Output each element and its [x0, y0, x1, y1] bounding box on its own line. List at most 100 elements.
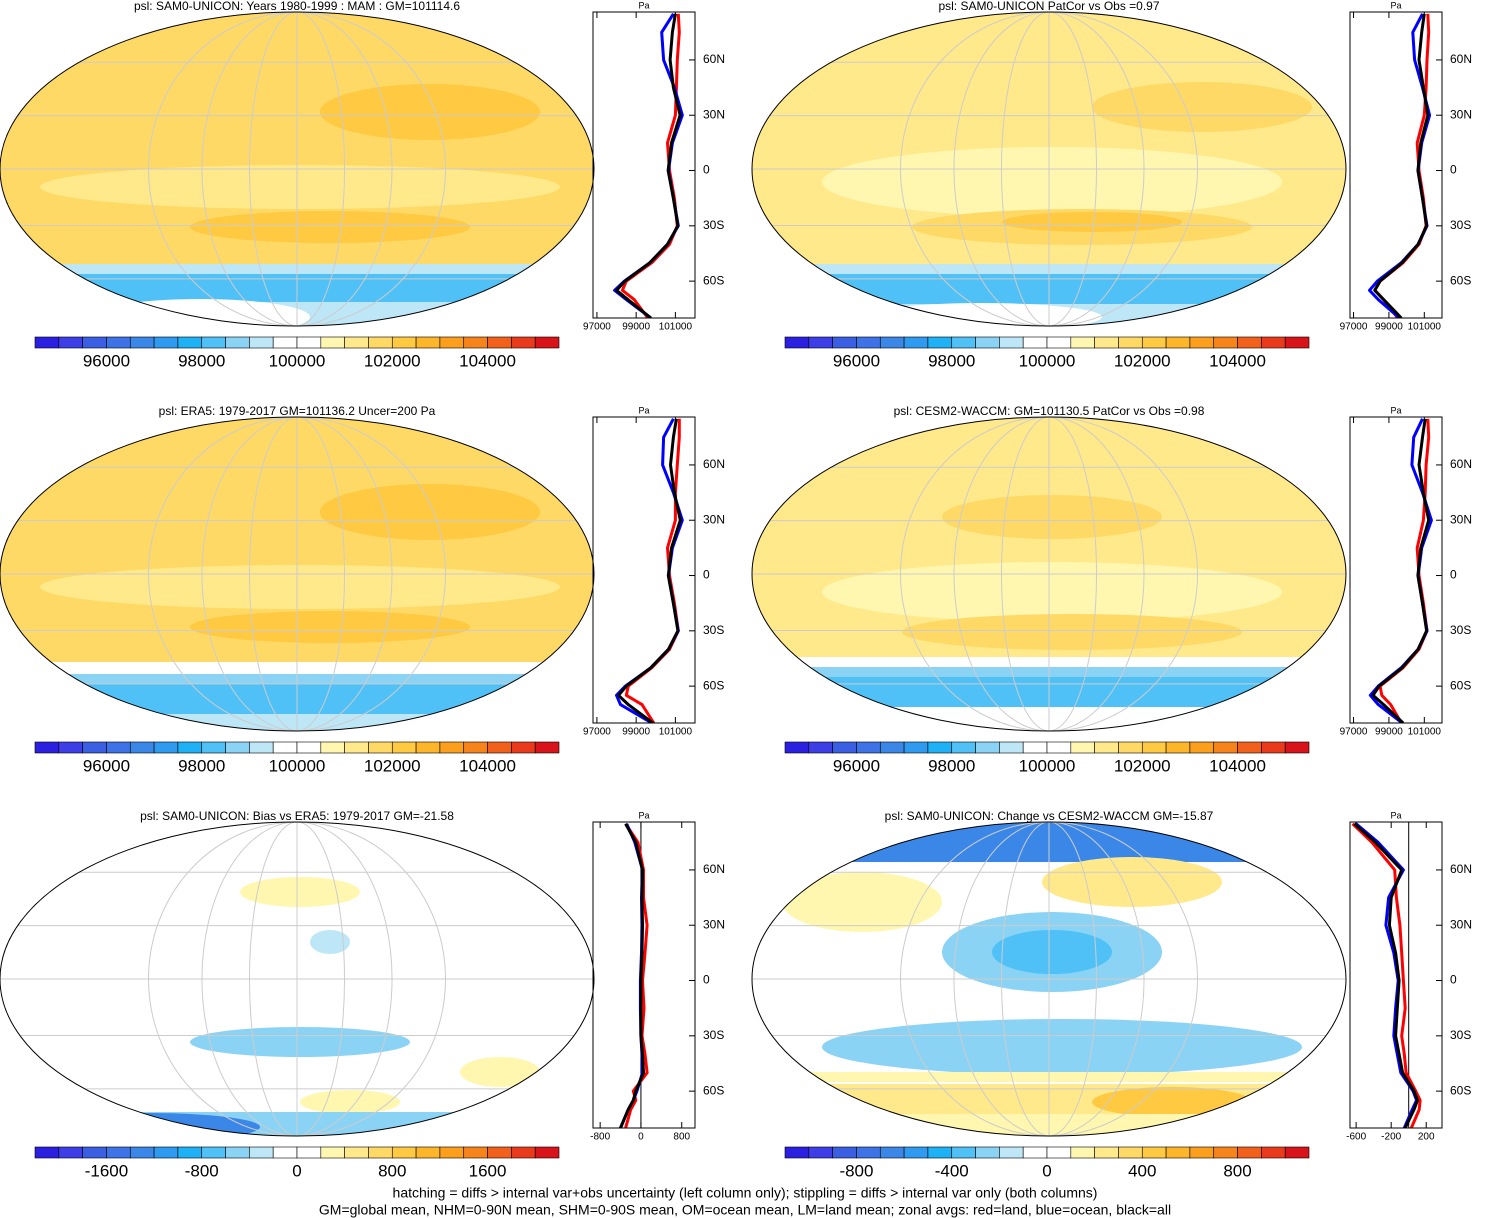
map-border	[751, 416, 1347, 732]
colorbar-cell	[391, 1146, 417, 1159]
colorbar-cell	[439, 1146, 465, 1159]
colorbar-label: 96000	[833, 351, 880, 370]
colorbar-label: -1600	[85, 1161, 128, 1180]
graticule	[201, 822, 393, 1136]
colorbar-cell	[951, 741, 976, 754]
colorbar-cell	[1213, 741, 1238, 754]
colorbar-cell	[808, 336, 833, 349]
colorbar-label: 100000	[1019, 351, 1076, 370]
colorbar-label: 104000	[1209, 756, 1266, 775]
y-tick-label: 60S	[1450, 1083, 1471, 1097]
profile-frame	[592, 416, 696, 724]
y-tick-label: 60S	[703, 678, 724, 692]
colorbar-cell	[177, 741, 203, 754]
colorbar-cell	[320, 336, 345, 349]
colorbar-cell	[1094, 741, 1119, 754]
colorbar-label: 0	[292, 1161, 301, 1180]
colorbar-cell	[1141, 1146, 1167, 1159]
panel-title: psl: CESM2-WACCM: GM=101130.5 PatCor vs …	[894, 404, 1205, 418]
colorbar-cell	[1165, 741, 1191, 754]
colorbar-cell	[34, 741, 60, 754]
colorbar-cell	[368, 1146, 393, 1159]
panel-title: psl: SAM0-UNICON PatCor vs Obs =0.97	[938, 0, 1159, 13]
colorbar-cell	[1046, 741, 1072, 754]
colorbar-cell	[511, 1146, 536, 1159]
colorbar-cell	[34, 336, 60, 349]
map-shade	[300, 1090, 400, 1114]
colorbar-cell	[1189, 1146, 1215, 1159]
x-tick-label: -600	[1346, 1132, 1366, 1143]
y-tick-label: 30N	[1450, 917, 1472, 931]
y-tick-label: 60N	[1450, 457, 1472, 471]
map-shade	[460, 1057, 540, 1087]
x-tick-label: 97000	[583, 322, 611, 333]
colorbar-cell	[415, 1146, 441, 1159]
graticule	[1000, 822, 1098, 1136]
x-tick-label: 97000	[583, 727, 611, 738]
colorbar-cell	[58, 1146, 83, 1159]
colorbar-cell	[82, 336, 107, 349]
x-axis-label: Pa	[638, 810, 649, 820]
x-tick-label: 99000	[1375, 727, 1403, 738]
colorbar-cell	[106, 741, 131, 754]
graticule	[953, 822, 1145, 1136]
y-tick-label: 30S	[703, 623, 724, 637]
profile-line	[617, 418, 682, 723]
graticule	[953, 12, 1145, 326]
graticule	[248, 822, 346, 1136]
map	[0, 822, 594, 1136]
colorbar-cell	[344, 741, 369, 754]
colorbar-cell	[153, 336, 179, 349]
colorbar-cell	[784, 1146, 810, 1159]
colorbar-cell	[1118, 336, 1143, 349]
x-axis-label: Pa	[1390, 810, 1401, 820]
y-tick-label: 60N	[703, 457, 725, 471]
graticule	[899, 822, 1199, 1136]
colorbar-cell	[1165, 336, 1191, 349]
x-tick-label: 99000	[622, 322, 650, 333]
y-tick-label: 30N	[1450, 107, 1472, 121]
colorbar-cell	[129, 1146, 155, 1159]
y-tick-label: 0	[703, 163, 710, 177]
colorbar-cell	[511, 741, 536, 754]
colorbar-cell	[249, 741, 274, 754]
colorbar-cell	[225, 1146, 250, 1159]
profile-frame	[592, 821, 696, 1129]
colorbar-label: 800	[378, 1161, 406, 1180]
colorbar-cell	[784, 336, 810, 349]
colorbar-cell	[296, 741, 322, 754]
map-border	[0, 821, 595, 1137]
map-shade	[190, 611, 470, 643]
y-tick-label: 30S	[703, 1028, 724, 1042]
y-tick-label: 60N	[703, 52, 725, 66]
colorbar-cell	[1237, 741, 1262, 754]
note: GM=global mean, NHM=0-90N mean, SHM=0-90…	[319, 1202, 1171, 1218]
colorbar-cell	[368, 741, 393, 754]
graticule	[1000, 417, 1098, 731]
profile-line	[613, 12, 684, 318]
y-tick-label: 60N	[1450, 52, 1472, 66]
map-shade	[320, 84, 540, 140]
graticule	[201, 12, 393, 326]
colorbar-cell	[1284, 336, 1310, 349]
colorbar-cell	[903, 1146, 929, 1159]
colorbar-label: -400	[935, 1161, 969, 1180]
map	[752, 12, 1346, 326]
colorbar-cell	[487, 336, 512, 349]
colorbar-cell	[249, 336, 274, 349]
map-shade	[40, 165, 560, 209]
colorbar-cell	[1022, 741, 1048, 754]
graticule	[147, 417, 447, 731]
profile-line	[619, 823, 645, 1128]
colorbar-label: 102000	[1114, 351, 1171, 370]
colorbar-cell	[249, 1146, 274, 1159]
colorbar-cell	[784, 741, 810, 754]
x-axis-label: Pa	[638, 0, 649, 10]
colorbar-cell	[296, 1146, 322, 1159]
map-shade	[902, 614, 1242, 650]
colorbar-label: 98000	[178, 351, 225, 370]
colorbar-cell	[1213, 336, 1238, 349]
map	[752, 417, 1346, 731]
profile-frame	[592, 11, 696, 319]
